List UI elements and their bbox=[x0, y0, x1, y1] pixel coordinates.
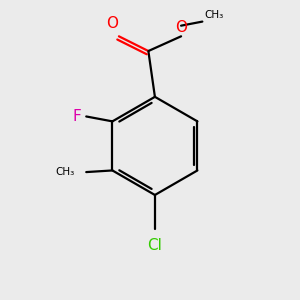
Text: CH₃: CH₃ bbox=[56, 167, 75, 177]
Text: O: O bbox=[175, 20, 187, 35]
Text: O: O bbox=[106, 16, 119, 32]
Text: F: F bbox=[72, 109, 81, 124]
Text: Cl: Cl bbox=[148, 238, 162, 253]
Text: CH₃: CH₃ bbox=[204, 10, 223, 20]
